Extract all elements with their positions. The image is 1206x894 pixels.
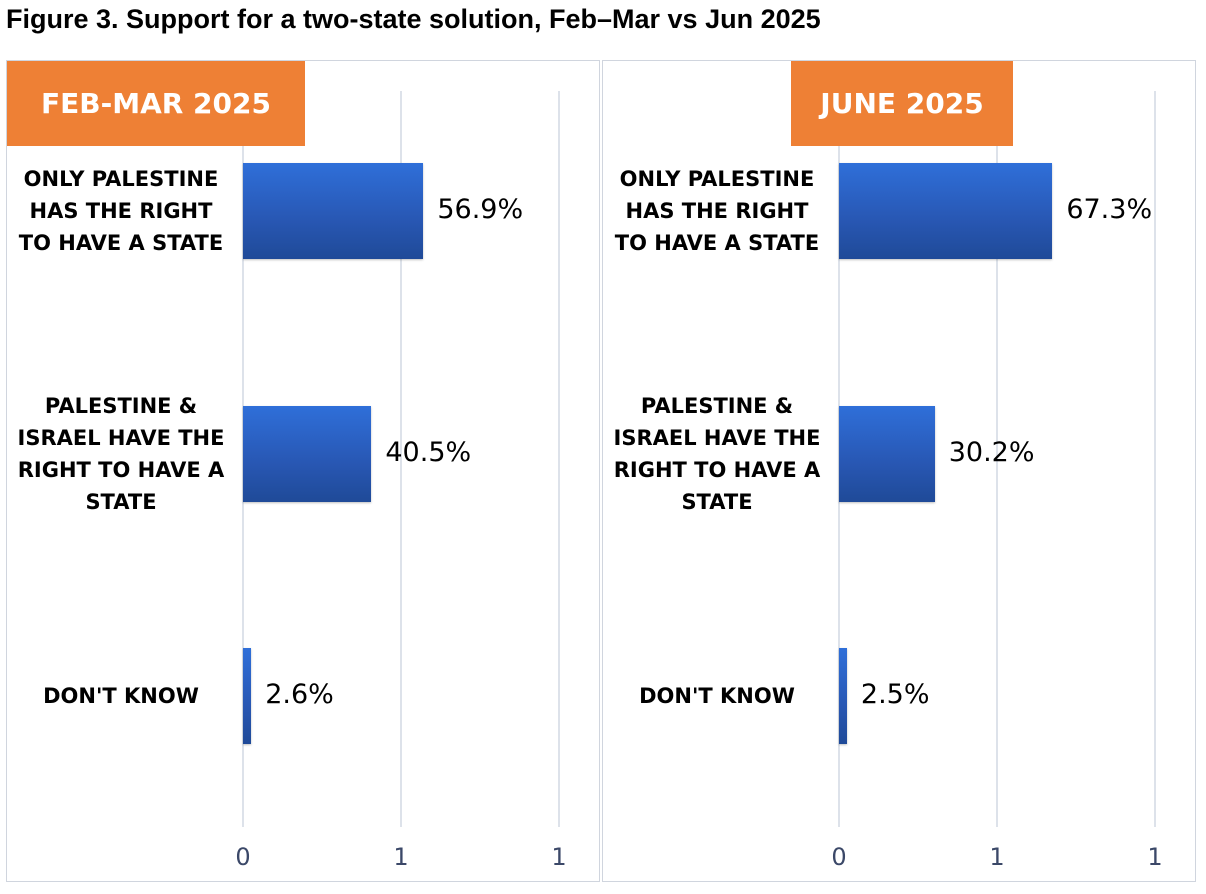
chart-panel-feb-mar: FEB-MAR 2025 0 1 1 ONLY PALESTINE HAS THE RI…	[6, 60, 600, 882]
chart-panel-june: JUNE 2025 0 1 1 ONLY PALESTINE HAS THE RIGHT…	[602, 60, 1196, 882]
bar	[243, 406, 372, 502]
gridline	[1154, 91, 1156, 827]
x-tick-label: 1	[1147, 843, 1163, 871]
category-label: ONLY PALESTINE HAS THE RIGHT TO HAVE A S…	[614, 167, 820, 255]
bar	[839, 406, 935, 502]
gridline	[996, 91, 998, 827]
bar	[243, 648, 252, 744]
bar	[839, 648, 847, 744]
bar	[243, 163, 424, 259]
x-tick-label: 1	[393, 843, 409, 871]
gridline	[400, 91, 402, 827]
bar	[839, 163, 1053, 259]
category-label: ONLY PALESTINE HAS THE RIGHT TO HAVE A S…	[18, 167, 224, 255]
data-label: 2.6%	[265, 679, 334, 710]
x-tick-label: 1	[551, 843, 567, 871]
data-label: 40.5%	[385, 437, 472, 468]
category-label: DON'T KNOW	[639, 684, 795, 708]
figure-title: Figure 3. Support for a two-state soluti…	[6, 4, 821, 34]
data-label: 67.3%	[1066, 194, 1153, 225]
category-label: PALESTINE & ISRAEL HAVE THE RIGHT TO HAV…	[613, 394, 821, 514]
x-tick-label: 0	[235, 843, 251, 871]
data-label: 56.9%	[437, 194, 524, 225]
x-tick-label: 1	[989, 843, 1005, 871]
panel-title: FEB-MAR 2025	[7, 61, 305, 146]
gridline	[558, 91, 560, 827]
panel-title: JUNE 2025	[791, 61, 1013, 146]
category-label: DON'T KNOW	[43, 684, 199, 708]
x-tick-label: 0	[831, 843, 847, 871]
data-label: 30.2%	[948, 437, 1035, 468]
category-label: PALESTINE & ISRAEL HAVE THE RIGHT TO HAV…	[17, 394, 225, 514]
data-label: 2.5%	[860, 679, 930, 710]
